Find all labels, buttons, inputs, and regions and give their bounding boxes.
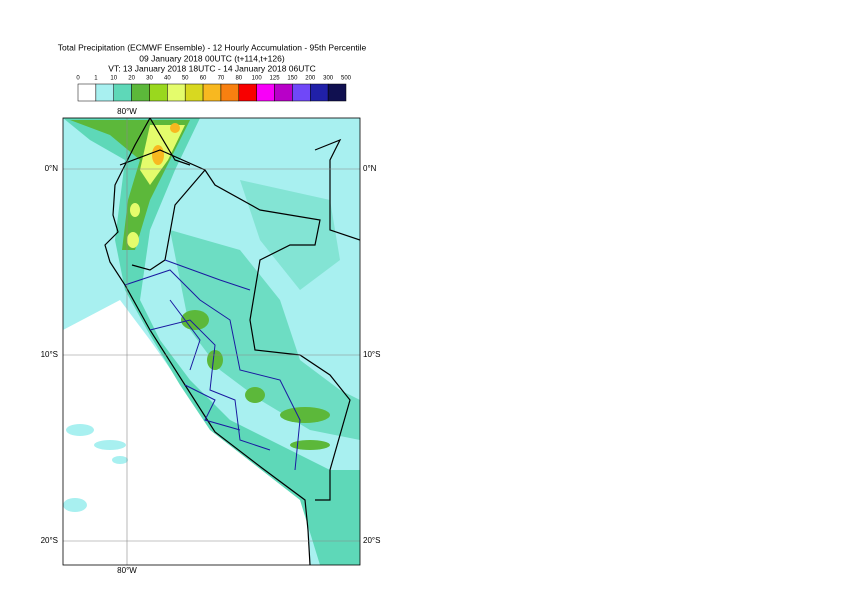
- legend-swatch: [220, 83, 240, 102]
- legend-label: 20: [128, 76, 135, 82]
- legend-swatch: [310, 83, 329, 102]
- legend-label: 300: [323, 76, 334, 82]
- legend-label: 0: [76, 76, 80, 82]
- coastline: [104, 118, 311, 565]
- lat-label: 0°N: [45, 164, 59, 173]
- ocean-dry: [63, 300, 310, 565]
- legend-label: 1: [94, 76, 98, 82]
- legend-label: 100: [252, 76, 263, 82]
- legend-swatch: [77, 83, 97, 102]
- lon-label: 80°W: [117, 566, 137, 575]
- legend-swatch: [327, 83, 347, 102]
- lat-label: 20°S: [363, 536, 380, 545]
- legend: 0 1 10 20 30 40 50 60 70 80 100 125 150 200 300 500: [76, 76, 352, 102]
- legend-swatch: [167, 83, 186, 102]
- lat-label: 0°N: [363, 164, 377, 173]
- legend-swatch: [95, 83, 114, 102]
- ocean-speckles: [63, 424, 128, 512]
- legend-swatch: [292, 83, 311, 102]
- legend-label: 70: [218, 76, 225, 82]
- legend-label: 10: [110, 76, 117, 82]
- legend-label: 80: [235, 76, 242, 82]
- title-line: 09 January 2018 00UTC (t+114,t+126): [139, 53, 285, 63]
- legend-label: 500: [341, 76, 352, 82]
- legend-swatch: [274, 83, 293, 102]
- legend-swatch: [113, 83, 132, 102]
- legend-label: 30: [146, 76, 153, 82]
- legend-label: 50: [182, 76, 189, 82]
- legend-label: 60: [200, 76, 207, 82]
- legend-label: 40: [164, 76, 171, 82]
- legend-label: 200: [305, 76, 316, 82]
- legend-swatch: [184, 83, 204, 102]
- title-line: VT: 13 January 2018 18UTC - 14 January 2…: [108, 63, 315, 73]
- lat-label: 20°S: [41, 536, 58, 545]
- legend-label: 125: [270, 76, 281, 82]
- title-line: Total Precipitation (ECMWF Ensemble) - 1…: [58, 42, 367, 52]
- lat-label: 10°S: [41, 350, 58, 359]
- legend-swatch: [149, 83, 168, 102]
- admin-border: [124, 259, 301, 471]
- legend-label: 150: [287, 76, 298, 82]
- legend-swatch: [238, 83, 257, 102]
- map-frame: [62, 117, 361, 566]
- lon-label: 80°W: [117, 107, 137, 116]
- legend-swatch: [202, 83, 222, 102]
- lat-label: 10°S: [363, 350, 380, 359]
- legend-swatch: [131, 83, 150, 102]
- map: [63, 118, 360, 565]
- legend-swatch: [256, 83, 275, 102]
